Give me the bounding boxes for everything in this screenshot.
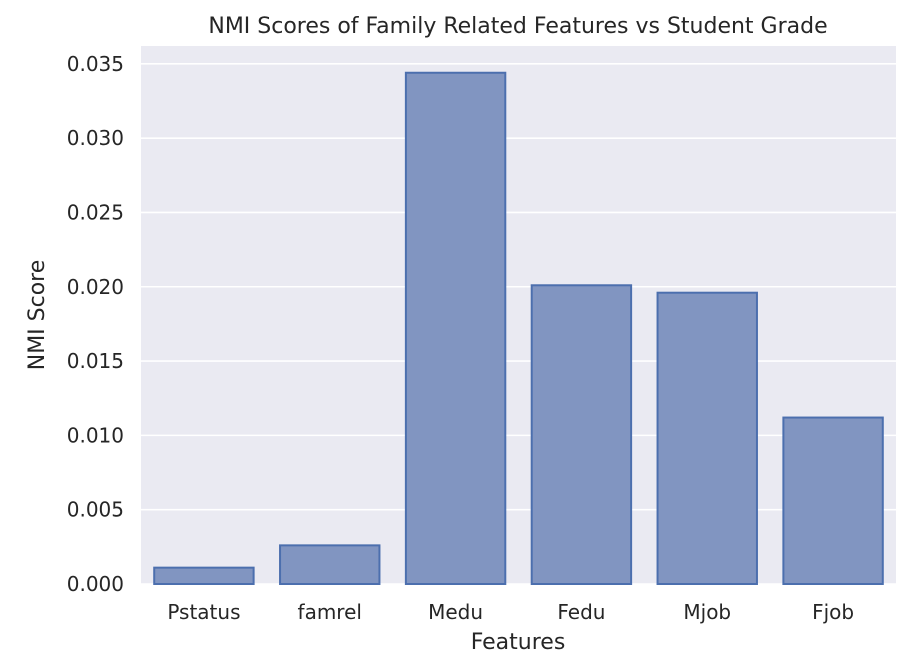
y-tick-label: 0.005 (67, 498, 124, 522)
y-tick-label: 0.010 (67, 423, 124, 447)
bar-mjob (656, 291, 758, 585)
chart-title: NMI Scores of Family Related Features vs… (208, 14, 827, 39)
x-tick-label: Fedu (557, 600, 605, 624)
bar-famrel (279, 544, 381, 586)
bar-pstatus (153, 566, 255, 585)
y-tick-label: 0.015 (67, 349, 124, 373)
x-tick-label: Medu (428, 600, 483, 624)
plot-area (141, 46, 896, 584)
grid-lines (141, 63, 896, 585)
y-tick-label: 0.035 (67, 52, 124, 76)
y-tick-label: 0.020 (67, 275, 124, 299)
x-tick-label: Pstatus (167, 600, 240, 624)
bar-fjob (782, 416, 884, 585)
y-axis-label: NMI Score (25, 260, 50, 371)
bars (153, 71, 884, 586)
y-tick-label: 0.030 (67, 126, 124, 150)
x-tick-label: Mjob (683, 600, 731, 624)
x-axis-ticks: Pstatus famrel Medu Fedu Mjob Fjob (167, 600, 854, 624)
x-axis-label: Features (471, 630, 566, 655)
x-tick-label: famrel (298, 600, 362, 624)
y-tick-label: 0.025 (67, 200, 124, 224)
y-axis-ticks: 0.000 0.005 0.010 0.015 0.020 0.025 0.030 0.035 (67, 52, 124, 596)
bar-fedu (530, 284, 633, 585)
bar-medu (404, 71, 507, 586)
y-tick-label: 0.000 (67, 572, 124, 596)
x-tick-label: Fjob (812, 600, 854, 624)
